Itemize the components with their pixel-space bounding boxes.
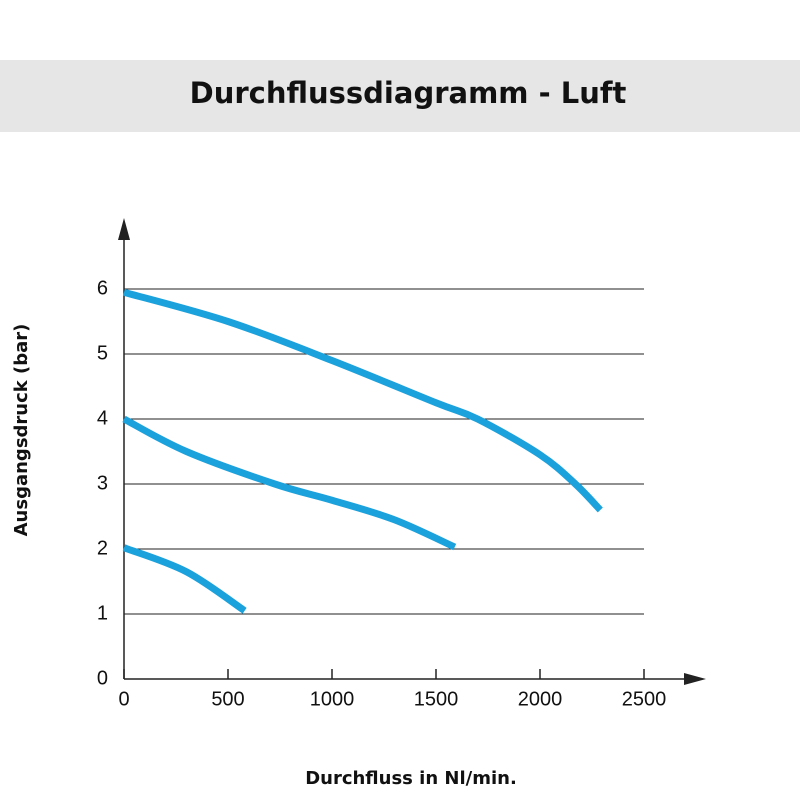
x-tick-label: 2000: [518, 688, 563, 710]
data-line: [123, 288, 603, 513]
x-axis-label: Durchfluss in Nl/min.: [305, 768, 517, 789]
title-band: [0, 60, 800, 132]
y-tick-label: 4: [97, 407, 108, 429]
data-line: [122, 415, 457, 551]
x-tick-label: 0: [118, 688, 129, 710]
plot-area: [122, 288, 603, 614]
y-tick-label: 2: [97, 537, 108, 559]
x-tick-label: 1500: [414, 688, 459, 710]
axes: [118, 218, 706, 685]
y-axis-label: Ausgangsdruck (bar): [11, 324, 32, 537]
grid: 0 1 2 3 4 5 6 0 500 1000 1500 2000 2500: [97, 277, 666, 710]
x-tick-label: 1000: [310, 688, 355, 710]
y-tick-label: 3: [97, 472, 108, 494]
x-axis-arrow: [684, 673, 706, 685]
data-line: [122, 544, 247, 614]
y-tick-label: 5: [97, 342, 108, 364]
chart-title: Durchflussdiagramm - Luft: [190, 76, 627, 110]
y-tick-label: 1: [97, 602, 108, 624]
y-tick-label: 6: [97, 277, 108, 299]
y-axis-arrow: [118, 218, 130, 240]
x-tick-label: 2500: [622, 688, 667, 710]
y-tick-label: 0: [97, 667, 108, 689]
x-tick-label: 500: [211, 688, 244, 710]
